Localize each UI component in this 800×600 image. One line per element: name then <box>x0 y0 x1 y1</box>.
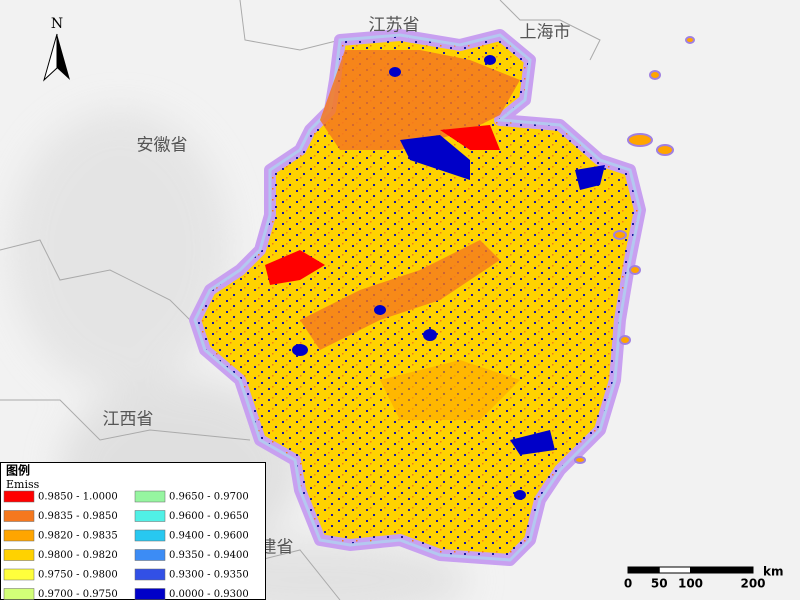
legend-label: 0.9700 - 0.9750 <box>38 589 118 600</box>
legend-label: 0.9650 - 0.9700 <box>169 492 249 503</box>
scale-unit: km <box>763 565 783 579</box>
legend-swatch <box>134 549 166 561</box>
province-label: 江苏省 <box>369 16 420 36</box>
scale-label: 0 <box>624 577 632 591</box>
province-label: 安徽省 <box>137 136 188 156</box>
legend-label: 0.9835 - 0.9850 <box>38 511 118 522</box>
legend-label: 0.9300 - 0.9350 <box>169 570 249 581</box>
legend-swatch <box>3 510 35 522</box>
legend-swatch <box>134 568 166 581</box>
legend-swatch <box>134 510 166 522</box>
legend-label: 0.9800 - 0.9820 <box>38 550 118 561</box>
legend-swatch <box>134 588 166 600</box>
scale-segment <box>690 566 754 574</box>
legend-label: 0.0000 - 0.9300 <box>169 589 249 600</box>
province-label: 上海市 <box>520 23 571 43</box>
legend-label: 0.9820 - 0.9835 <box>38 531 118 542</box>
scale-label: 200 <box>740 577 765 591</box>
study-area <box>189 29 646 566</box>
province-label: 江西省 <box>103 410 154 430</box>
islands <box>574 36 695 464</box>
legend-label: 0.9600 - 0.9650 <box>169 511 249 522</box>
scale-segment <box>658 566 691 574</box>
legend-swatch <box>134 529 166 542</box>
north-arrow <box>57 34 70 80</box>
legend-title: 图例 <box>6 463 30 478</box>
scale-label: 50 <box>651 577 668 591</box>
legend-label: 0.9750 - 0.9800 <box>38 570 118 581</box>
legend: 图例 Emiss 0.9850 - 1.0000 0.9835 - 0.9850 0… <box>0 462 266 600</box>
legend-label: 0.9850 - 1.0000 <box>38 492 118 503</box>
legend-swatch <box>3 490 35 503</box>
legend-swatch <box>3 529 35 542</box>
legend-label: 0.9350 - 0.9400 <box>169 550 249 561</box>
legend-label: 0.9400 - 0.9600 <box>169 531 249 542</box>
legend-field: Emiss <box>6 478 40 491</box>
north-label: N <box>51 16 63 32</box>
legend-swatch <box>3 568 35 581</box>
legend-swatch <box>3 588 35 600</box>
legend-swatch <box>3 549 35 561</box>
scale-segment <box>627 566 660 574</box>
scale-label: 100 <box>678 577 703 591</box>
province-border <box>0 0 601 600</box>
legend-swatch <box>134 490 166 503</box>
